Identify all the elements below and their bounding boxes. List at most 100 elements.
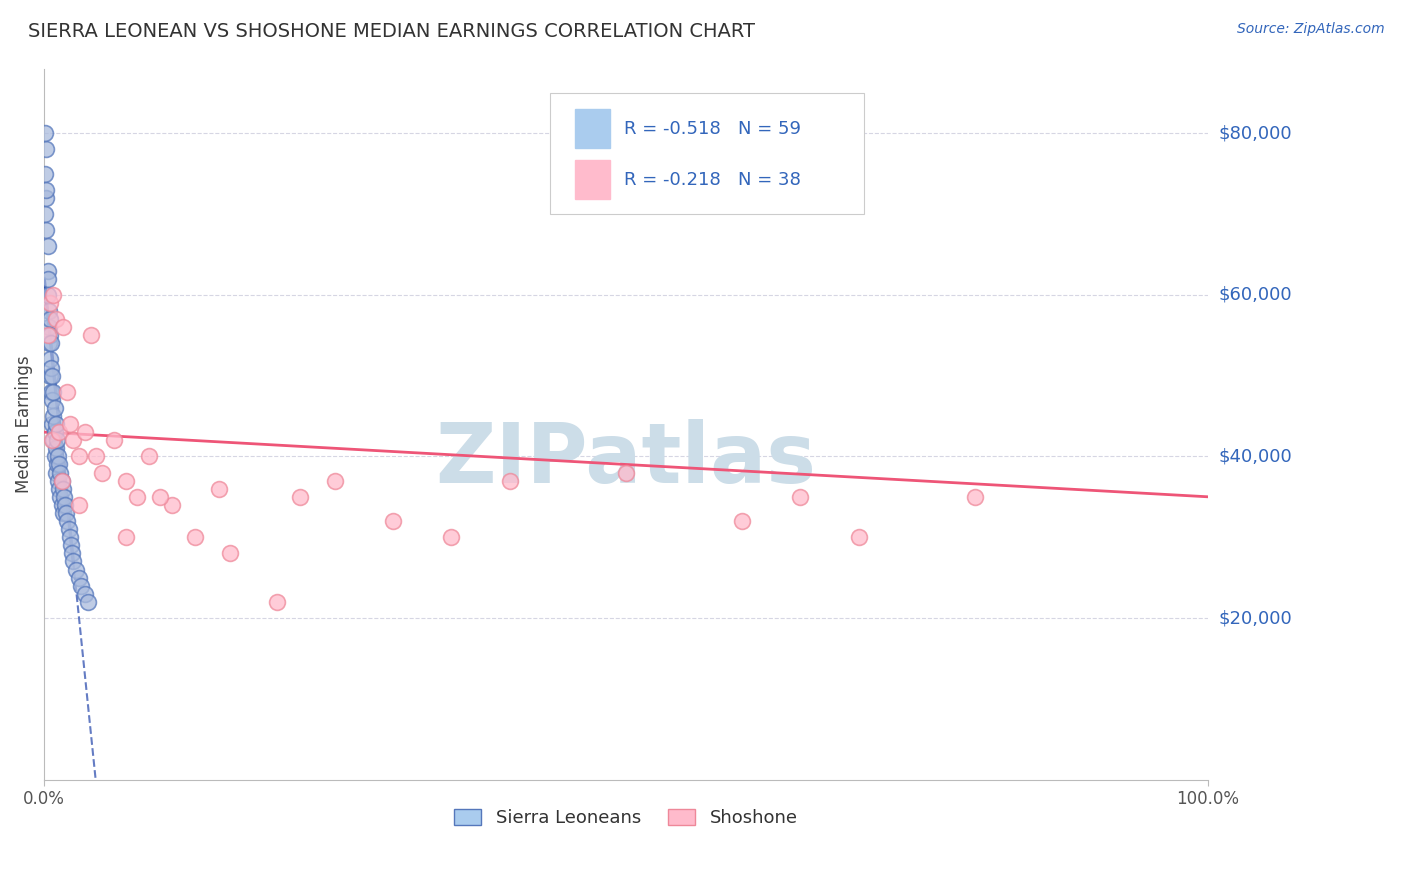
Point xyxy=(45,312,67,326)
Point xyxy=(37,271,59,285)
Point xyxy=(79,328,101,343)
Point xyxy=(42,384,65,399)
Point xyxy=(37,287,59,301)
Point xyxy=(44,425,66,439)
Point xyxy=(73,425,96,439)
Text: R = -0.218   N = 38: R = -0.218 N = 38 xyxy=(624,170,800,189)
Point xyxy=(114,474,136,488)
Point xyxy=(38,304,60,318)
Point xyxy=(62,554,84,568)
Point xyxy=(266,595,288,609)
Point xyxy=(44,401,66,415)
Point xyxy=(49,466,72,480)
Point xyxy=(45,434,67,448)
Point xyxy=(127,490,149,504)
Point xyxy=(731,514,754,528)
FancyBboxPatch shape xyxy=(575,161,610,199)
Point xyxy=(39,360,62,375)
Point xyxy=(56,384,79,399)
Point xyxy=(848,530,870,544)
Text: $60,000: $60,000 xyxy=(1219,285,1292,304)
Point xyxy=(38,336,60,351)
Point xyxy=(53,498,76,512)
Point xyxy=(103,434,125,448)
Point xyxy=(42,434,65,448)
Text: ZIPatlas: ZIPatlas xyxy=(436,419,817,500)
FancyBboxPatch shape xyxy=(550,94,865,214)
Point xyxy=(46,450,69,464)
Text: $80,000: $80,000 xyxy=(1219,124,1292,142)
Point xyxy=(208,482,231,496)
Point xyxy=(77,595,100,609)
Point xyxy=(614,466,637,480)
Text: $20,000: $20,000 xyxy=(1219,609,1292,627)
Point xyxy=(65,562,87,576)
Point xyxy=(60,546,83,560)
Point xyxy=(39,336,62,351)
Point xyxy=(73,587,96,601)
Point xyxy=(37,239,59,253)
Point xyxy=(51,474,73,488)
Point xyxy=(70,579,93,593)
Point xyxy=(56,514,79,528)
Point xyxy=(52,482,75,496)
Point xyxy=(382,514,405,528)
Point xyxy=(114,530,136,544)
Point xyxy=(39,368,62,383)
Point xyxy=(498,474,520,488)
Point xyxy=(67,498,90,512)
Point xyxy=(55,506,77,520)
Point xyxy=(219,546,242,560)
Text: SIERRA LEONEAN VS SHOSHONE MEDIAN EARNINGS CORRELATION CHART: SIERRA LEONEAN VS SHOSHONE MEDIAN EARNIN… xyxy=(28,22,755,41)
Point xyxy=(37,263,59,277)
Point xyxy=(41,417,63,431)
Point xyxy=(67,571,90,585)
Point xyxy=(149,490,172,504)
Point xyxy=(52,490,75,504)
Point xyxy=(35,223,58,237)
Point xyxy=(59,530,82,544)
Point xyxy=(52,506,75,520)
Point xyxy=(37,328,59,343)
Point xyxy=(42,287,65,301)
Point xyxy=(789,490,811,504)
Point xyxy=(138,450,160,464)
Point xyxy=(45,466,67,480)
Point xyxy=(34,126,56,140)
Point xyxy=(288,490,311,504)
Point xyxy=(35,183,58,197)
Point xyxy=(323,474,346,488)
Point xyxy=(41,434,63,448)
Legend: Sierra Leoneans, Shoshone: Sierra Leoneans, Shoshone xyxy=(447,802,804,835)
Point xyxy=(52,320,75,334)
Point xyxy=(86,450,108,464)
Point xyxy=(49,490,72,504)
Point xyxy=(45,417,67,431)
Point xyxy=(45,458,67,472)
Point xyxy=(39,384,62,399)
Point xyxy=(48,482,70,496)
Point xyxy=(440,530,463,544)
Point xyxy=(41,392,63,407)
Point xyxy=(34,207,56,221)
Point xyxy=(963,490,986,504)
Point xyxy=(51,474,73,488)
Y-axis label: Median Earnings: Median Earnings xyxy=(15,355,32,493)
Point xyxy=(35,142,58,156)
Point xyxy=(39,328,62,343)
Point xyxy=(184,530,207,544)
Point xyxy=(39,312,62,326)
Point xyxy=(48,425,70,439)
Text: R = -0.518   N = 59: R = -0.518 N = 59 xyxy=(624,120,800,137)
Point xyxy=(59,417,82,431)
Point xyxy=(34,167,56,181)
Point xyxy=(62,434,84,448)
Point xyxy=(48,458,70,472)
Text: Source: ZipAtlas.com: Source: ZipAtlas.com xyxy=(1237,22,1385,37)
Point xyxy=(45,442,67,456)
Point xyxy=(35,191,58,205)
Point xyxy=(42,409,65,423)
Point xyxy=(38,320,60,334)
Point xyxy=(39,352,62,367)
Point xyxy=(41,368,63,383)
